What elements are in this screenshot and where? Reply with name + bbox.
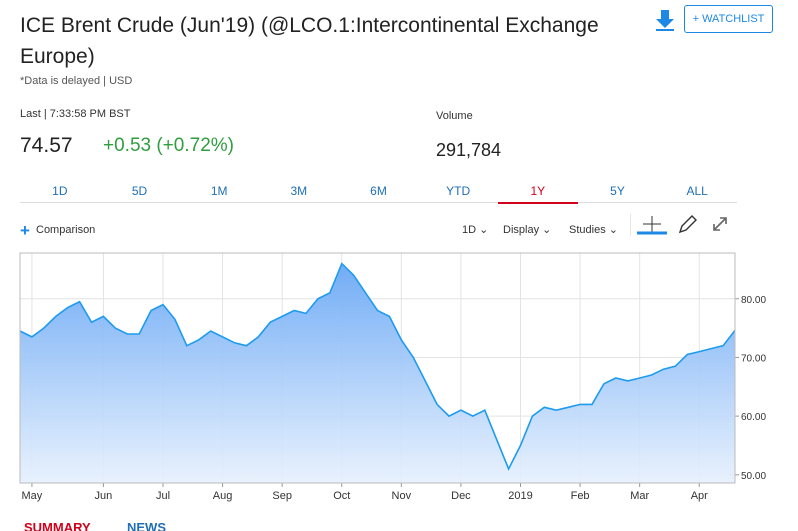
draw-tool[interactable] bbox=[678, 215, 697, 234]
range-tab[interactable]: 5Y bbox=[610, 184, 625, 198]
price-change: +0.53 (+0.72%) bbox=[103, 135, 234, 156]
y-tick-label: 70.00 bbox=[741, 353, 766, 364]
display: Display bbox=[503, 224, 540, 236]
range-tabs: 1D 5D 1M 3M 6M YTD 1Y 5Y ALL bbox=[20, 180, 737, 204]
x-tick-label: Feb bbox=[571, 490, 590, 502]
x-tick-label: Jun bbox=[95, 490, 113, 502]
studies: Studies bbox=[569, 224, 606, 236]
x-tick-label: Nov bbox=[392, 490, 412, 502]
expand-tool[interactable] bbox=[713, 217, 727, 231]
x-tick-label: Apr bbox=[691, 490, 708, 502]
last-price: 74.57 bbox=[20, 134, 73, 157]
bottom-tab[interactable]: SUMMARY bbox=[24, 520, 91, 531]
studies-menu[interactable]: Studies ⌄ bbox=[569, 224, 618, 236]
range-tab[interactable]: 1D bbox=[52, 184, 68, 198]
range-tab[interactable]: YTD bbox=[446, 184, 471, 198]
x-tick-label: Dec bbox=[451, 490, 471, 502]
price-line bbox=[19, 262, 736, 471]
x-tick-label: Sep bbox=[272, 490, 292, 502]
x-tick-label: May bbox=[22, 490, 43, 502]
display-menu[interactable]: Display ⌄ bbox=[503, 224, 552, 236]
chart-tools bbox=[630, 214, 727, 236]
x-tick-label: Jul bbox=[156, 490, 170, 502]
plot-border bbox=[19, 252, 736, 484]
x-tick-label: 2019 bbox=[508, 490, 532, 502]
volume-label: Volume bbox=[436, 110, 473, 122]
comparison[interactable]: Comparison bbox=[36, 224, 96, 236]
y-tick-label: 60.00 bbox=[741, 412, 766, 423]
comparison-icon[interactable]: + bbox=[20, 221, 30, 240]
area-fill bbox=[20, 263, 735, 483]
y-tick-label: 50.00 bbox=[741, 471, 766, 482]
range-tab[interactable]: ALL bbox=[686, 184, 708, 198]
x-tick-label: Oct bbox=[333, 490, 350, 502]
last-label: Last | 7:33:58 PM BST bbox=[20, 108, 131, 120]
volume: 291,784 bbox=[436, 140, 502, 160]
crosshair-tool[interactable] bbox=[637, 216, 667, 235]
range-tab[interactable]: 1M bbox=[210, 184, 228, 198]
x-tick-label: Aug bbox=[213, 490, 233, 502]
range-tab[interactable]: 5D bbox=[131, 184, 148, 198]
y-tick-label: 80.00 bbox=[741, 295, 766, 306]
delayed-note: *Data is delayed | USD bbox=[20, 75, 133, 87]
range-tab[interactable]: 1Y bbox=[498, 184, 578, 204]
title: ICE Brent Crude (Jun'19) (@LCO.1:Interco… bbox=[20, 14, 599, 68]
interval-menu[interactable]: 1D ⌄ bbox=[462, 224, 489, 236]
range-tab[interactable]: 3M bbox=[290, 184, 308, 198]
watchlist-button[interactable]: + WATCHLIST bbox=[684, 5, 773, 33]
bottom-tab[interactable]: NEWS bbox=[127, 520, 166, 531]
download-icon[interactable] bbox=[654, 8, 676, 32]
range-tab[interactable]: 6M bbox=[370, 184, 387, 198]
interval: 1D bbox=[462, 224, 477, 236]
x-tick-label: Mar bbox=[630, 490, 649, 502]
